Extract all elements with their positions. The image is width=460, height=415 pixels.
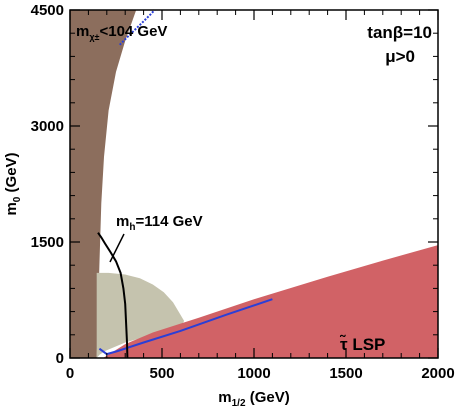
chargino-excluded-region [70, 10, 137, 358]
higgs-mass-label: mh=114 GeV [116, 213, 203, 233]
higgs-mass-pointer [109, 233, 125, 263]
stau-lsp-label: τ̃ LSP [340, 334, 386, 354]
mh-114-line [97, 232, 129, 359]
y-tick-label: 1500 [31, 234, 64, 251]
x-tick-label: 1500 [329, 365, 362, 382]
tan-beta-label: tanβ=10 [367, 23, 432, 42]
chargino-limit-label: mχ±<104 GeV [76, 23, 167, 42]
x-tick-label: 0 [66, 365, 74, 382]
higgs-excluded-region [96, 272, 185, 358]
mu-sign-label: μ>0 [385, 47, 415, 66]
x-tick-label: 2000 [421, 365, 454, 382]
ticks-layer: 0 500 1000 1500 2000 0 1500 3000 4500 [31, 2, 455, 382]
y-tick-label: 3000 [31, 118, 64, 135]
wmap-band-upper-line [118, 9, 156, 46]
y-axis-title: m0 (GeV) [3, 152, 23, 215]
x-tick-label: 500 [149, 365, 174, 382]
regions-layer [70, 10, 438, 358]
stau-lsp-region [103, 245, 438, 358]
y-tick-label: 4500 [31, 2, 64, 19]
x-tick-label: 1000 [237, 365, 270, 382]
x-axis-title: m1/2 (GeV) [218, 389, 289, 409]
y-tick-label: 0 [56, 350, 64, 367]
